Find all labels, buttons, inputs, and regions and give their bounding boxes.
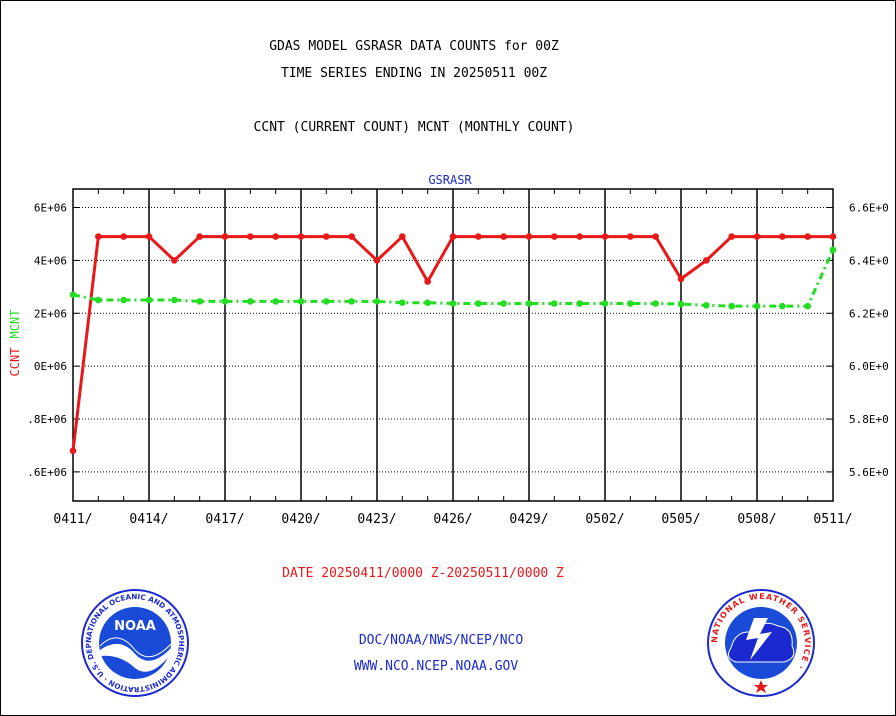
data-point-mcnt [373, 298, 381, 305]
x-tick-label: 0423/ [357, 512, 396, 527]
y-right-tick-label: 6.6E+0 [849, 202, 889, 215]
data-point-mcnt [120, 296, 127, 304]
x-tick-label: 0429/ [509, 512, 548, 527]
y-right-tick-label: 6.2E+0 [849, 307, 889, 320]
data-point-ccnt [272, 233, 279, 240]
y-right-tick-label: 6.0E+0 [849, 360, 889, 373]
noaa-wordmark: NOAA [114, 619, 156, 634]
data-point-ccnt [652, 233, 659, 240]
data-point-mcnt [804, 302, 811, 310]
data-point-ccnt [171, 257, 178, 264]
date-range-label: DATE 20250411/0000 Z-20250511/0000 Z [282, 566, 564, 581]
data-point-mcnt [652, 300, 659, 307]
data-point-ccnt [703, 257, 710, 264]
data-point-mcnt [171, 296, 178, 304]
data-point-mcnt [525, 300, 533, 307]
data-point-mcnt [95, 296, 102, 304]
data-point-ccnt [424, 278, 431, 285]
y-left-axis-label: CCNT [8, 348, 22, 377]
website-label: WWW.NCO.NCEP.NOAA.GOV [353, 659, 519, 674]
data-point-mcnt [272, 298, 279, 305]
data-point-mcnt [323, 298, 330, 305]
y-right-tick-label: 5.8E+0 [849, 413, 889, 426]
data-point-ccnt [196, 233, 203, 240]
data-point-ccnt [576, 233, 583, 240]
data-point-ccnt [500, 233, 507, 240]
data-point-ccnt [551, 233, 558, 240]
data-point-ccnt [297, 233, 305, 240]
nws-logo: NATIONAL WEATHER SERVICE · [707, 589, 815, 697]
title-line-2: TIME SERIES ENDING IN 20250511 00Z [280, 66, 548, 81]
x-tick-label: 0426/ [433, 512, 472, 527]
data-point-mcnt [348, 298, 355, 305]
chart-title: GSRASR [428, 173, 472, 187]
data-point-ccnt [829, 233, 837, 240]
noaa-logo: NATIONAL OCEANIC AND ATMOSPHERIC ADMINIS… [80, 588, 189, 697]
x-tick-label: 0508/ [737, 512, 776, 527]
data-point-ccnt [627, 233, 634, 240]
data-point-mcnt [221, 298, 229, 305]
data-point-ccnt [323, 233, 330, 240]
y-left-tick-label: .6E+06 [27, 466, 67, 479]
y-right-tick-label: 5.6E+0 [849, 466, 889, 479]
y-right-tick-label: 6.4E+0 [849, 254, 889, 267]
data-point-mcnt [677, 300, 685, 308]
data-point-mcnt [576, 300, 583, 307]
data-point-mcnt [424, 299, 431, 306]
data-point-ccnt [247, 233, 254, 240]
data-point-mcnt [627, 300, 634, 307]
x-tick-label: 0502/ [585, 512, 624, 527]
org-path-label: DOC/NOAA/NWS/NCEP/NCO [358, 633, 524, 648]
data-point-mcnt [728, 302, 735, 310]
data-point-ccnt [69, 447, 77, 455]
data-point-mcnt [247, 298, 254, 305]
data-point-ccnt [804, 233, 811, 240]
data-point-mcnt [753, 302, 761, 310]
y-left-tick-label: .8E+06 [27, 413, 67, 426]
title-line-1: GDAS MODEL GSRASR DATA COUNTS for 00Z [269, 39, 559, 54]
data-point-mcnt [551, 300, 558, 307]
chart-subtitle: CCNT (CURRENT COUNT) MCNT (MONTHLY COUNT… [253, 120, 575, 135]
data-point-ccnt [728, 233, 735, 240]
data-point-mcnt [475, 300, 482, 307]
data-point-ccnt [221, 233, 229, 240]
data-point-ccnt [449, 233, 457, 240]
data-point-ccnt [601, 233, 609, 240]
data-point-ccnt [373, 257, 381, 264]
data-point-mcnt [601, 300, 609, 307]
data-point-mcnt [449, 300, 457, 307]
plot-border [72, 188, 834, 502]
x-tick-label: 0414/ [129, 512, 168, 527]
y-left-tick-label: 0E+06 [34, 360, 67, 373]
data-point-ccnt [779, 233, 786, 240]
y-left-tick-label: 6E+06 [34, 202, 67, 215]
data-point-mcnt [297, 298, 305, 305]
data-point-mcnt [703, 302, 710, 309]
x-tick-label: 0420/ [281, 512, 320, 527]
data-point-ccnt [677, 275, 685, 283]
x-tick-label: 0417/ [205, 512, 244, 527]
data-point-ccnt [753, 233, 761, 240]
data-point-ccnt [525, 233, 533, 240]
data-point-ccnt [348, 233, 355, 240]
data-point-ccnt [145, 233, 153, 240]
data-point-mcnt [399, 299, 406, 306]
data-point-ccnt [120, 233, 127, 240]
data-point-mcnt [779, 302, 786, 310]
data-point-mcnt [69, 291, 77, 299]
y-left-tick-label: 2E+06 [34, 307, 67, 320]
y-left-tick-label: 4E+06 [34, 254, 67, 267]
data-point-mcnt [500, 300, 507, 307]
x-tick-label: 0411/ [53, 512, 92, 527]
data-point-mcnt [145, 296, 153, 304]
x-tick-label: 0505/ [661, 512, 700, 527]
x-tick-label: 0511/ [813, 512, 852, 527]
data-point-ccnt [95, 233, 102, 240]
data-point-ccnt [475, 233, 482, 240]
data-point-mcnt [196, 298, 203, 305]
data-point-ccnt [399, 233, 406, 240]
data-point-mcnt [829, 246, 837, 254]
y-right-axis-label: MCNT [8, 310, 22, 339]
